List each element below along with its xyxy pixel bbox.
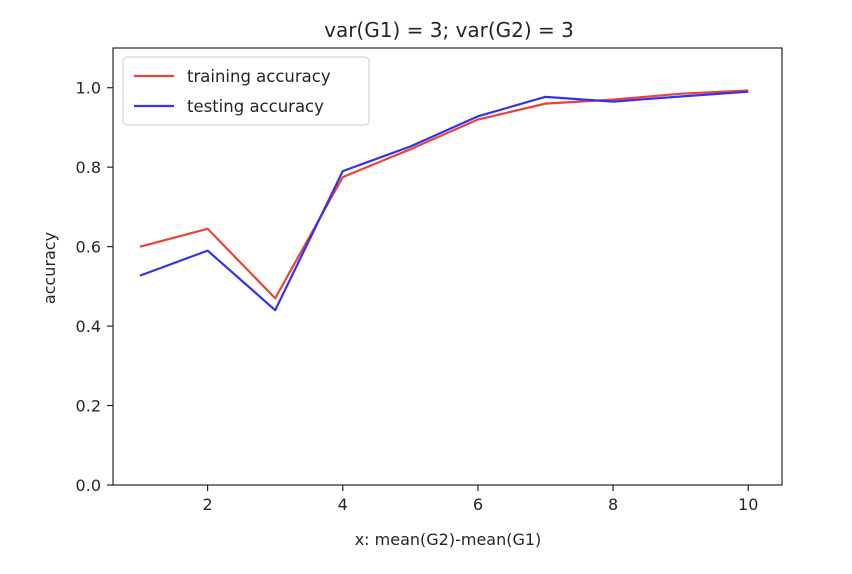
legend-label-testing: testing accuracy — [187, 97, 324, 116]
series-line-training — [139, 89, 749, 300]
legend-label-training: training accuracy — [187, 67, 331, 86]
chart-title: var(G1) = 3; var(G2) = 3 — [324, 18, 574, 42]
x-axis: 2 4 6 8 10 — [203, 485, 758, 514]
x-tick-label: 10 — [738, 495, 758, 514]
y-axis: 0.0 0.2 0.4 0.6 0.8 1.0 — [76, 79, 113, 495]
legend-box — [122, 56, 370, 126]
x-axis-label: x: mean(G2)-mean(G1) — [355, 530, 542, 549]
x-tick-label: 6 — [473, 495, 483, 514]
legend: training accuracy testing accuracy — [122, 56, 370, 126]
series-line-testing — [139, 90, 749, 312]
y-tick-label: 1.0 — [76, 79, 101, 98]
y-tick-label: 0.4 — [76, 317, 101, 336]
y-tick-label: 0.8 — [76, 158, 101, 177]
y-tick-label: 0.0 — [76, 476, 101, 495]
x-tick-label: 2 — [203, 495, 213, 514]
x-tick-label: 8 — [608, 495, 618, 514]
y-tick-label: 0.6 — [76, 238, 101, 257]
y-axis-label: accuracy — [40, 232, 59, 304]
plot-area-frame — [112, 47, 783, 486]
series-layer — [139, 89, 749, 312]
y-tick-label: 0.2 — [76, 397, 101, 416]
x-tick-label: 4 — [338, 495, 348, 514]
